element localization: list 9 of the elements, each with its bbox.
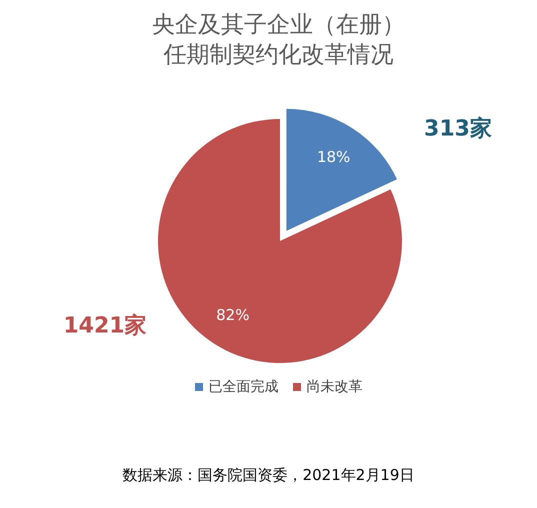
chart-title: 央企及其子企业（在册） bbox=[151, 11, 406, 40]
source-note: 数据来源：国务院国资委，2021年2月19日 bbox=[122, 466, 416, 485]
data-label: 1421家 bbox=[63, 312, 147, 338]
legend-label: 尚未改革 bbox=[306, 378, 362, 396]
text: 18% bbox=[316, 148, 350, 166]
legend-label: 已全面完成 bbox=[208, 378, 278, 396]
text: 82% bbox=[216, 306, 250, 324]
data-label: 313家 bbox=[424, 116, 492, 142]
chart-subtitle: 任期制契约化改革情况 bbox=[162, 41, 394, 70]
